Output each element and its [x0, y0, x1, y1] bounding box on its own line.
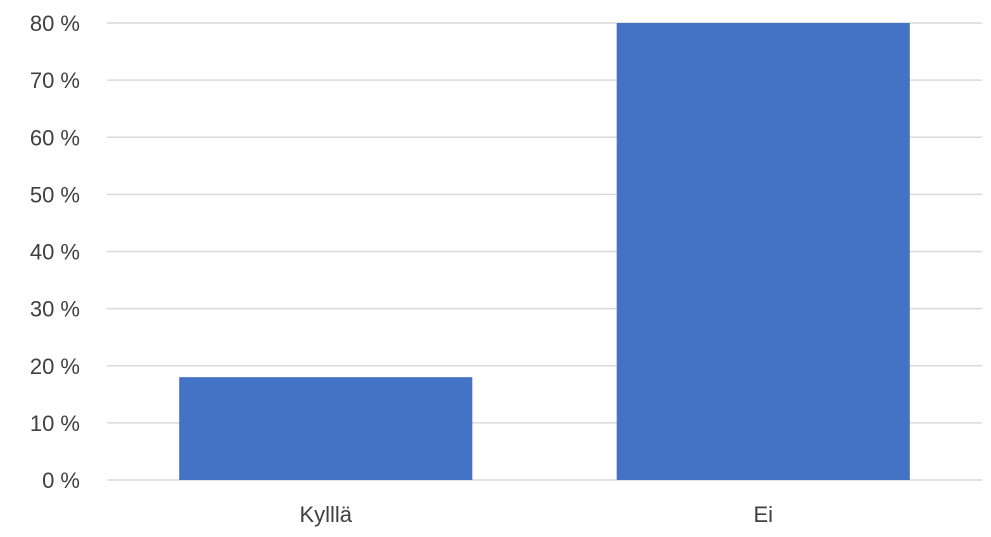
y-tick-label: 20 %	[30, 354, 80, 379]
y-tick-label: 50 %	[30, 182, 80, 207]
x-axis-category-labels: Kylllä Ei	[299, 502, 773, 527]
y-tick-label: 40 %	[30, 240, 80, 265]
y-tick-label: 70 %	[30, 68, 80, 93]
y-tick-label: 0 %	[42, 468, 80, 493]
y-tick-label: 30 %	[30, 297, 80, 322]
bar-kylllä	[179, 377, 473, 480]
x-category-label: Ei	[753, 502, 773, 527]
x-category-label: Kylllä	[299, 502, 352, 527]
y-tick-label: 10 %	[30, 411, 80, 436]
bars	[179, 23, 910, 480]
y-tick-label: 60 %	[30, 125, 80, 150]
bar-ei	[616, 23, 910, 480]
y-axis-tick-labels: 0 % 10 % 20 % 30 % 40 % 50 % 60 % 70 % 80 %	[30, 11, 80, 493]
y-tick-label: 80 %	[30, 11, 80, 36]
